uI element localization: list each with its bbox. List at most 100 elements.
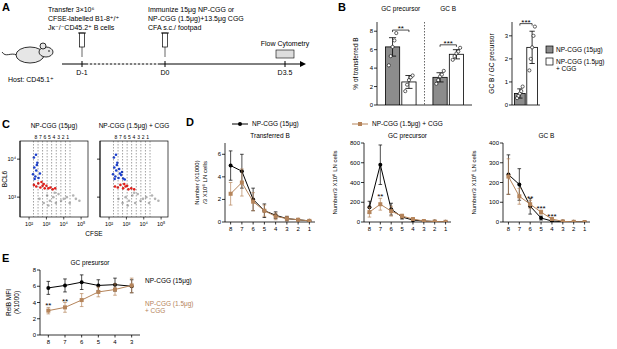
y-tick xyxy=(222,222,225,223)
data-point xyxy=(35,154,38,157)
x-tick-label: 7 xyxy=(379,226,383,232)
data-point xyxy=(393,39,396,42)
x-tick xyxy=(309,222,310,225)
marker xyxy=(240,181,244,185)
figure: Transfer 3×10⁶CFSE-labelled B1-8⁺/⁺Jκ⁻/⁻… xyxy=(0,0,617,349)
x-tick-label: 5 xyxy=(539,226,543,232)
data-point xyxy=(35,185,38,188)
mouse-tail xyxy=(2,52,17,55)
error-bar xyxy=(229,183,233,206)
marker xyxy=(96,290,100,294)
error-bar xyxy=(274,213,278,220)
data-point xyxy=(391,45,394,48)
gate-label: 7 xyxy=(119,134,122,140)
data-point xyxy=(404,90,407,93)
gate-line xyxy=(145,141,146,217)
x-tick-label: 10³ xyxy=(122,221,130,227)
y-tick xyxy=(509,105,512,106)
x-axis-label: CFSE xyxy=(85,230,103,237)
x-tick xyxy=(230,222,231,225)
y-tick xyxy=(37,318,40,319)
data-point xyxy=(151,194,154,197)
x-tick-label: 10⁵ xyxy=(157,221,165,227)
marker xyxy=(411,218,415,222)
y-tick-label: 4 xyxy=(370,65,374,71)
data-point xyxy=(405,83,408,86)
y-tick-label: 2 xyxy=(33,316,37,322)
y-axis-label: RelB MFI xyxy=(5,289,12,316)
x-tick xyxy=(143,217,144,220)
error-bar xyxy=(240,169,244,196)
data-point xyxy=(52,196,55,199)
y-tick xyxy=(17,159,20,160)
data-point xyxy=(33,156,36,159)
text-line: + CGG xyxy=(556,65,576,72)
y-tick xyxy=(37,270,40,271)
x-tick xyxy=(412,222,413,225)
data-point xyxy=(116,164,119,167)
marker xyxy=(229,192,233,196)
marker xyxy=(130,283,134,287)
x-tick xyxy=(391,222,392,225)
syringe-needle xyxy=(82,47,83,57)
y-tick-label: 400 xyxy=(350,180,361,186)
data-point xyxy=(442,69,445,72)
x-tick-label: 3 xyxy=(285,226,289,232)
error-bar xyxy=(113,284,117,295)
x-tick xyxy=(551,222,552,225)
error-bar xyxy=(518,169,522,201)
x-tick xyxy=(65,335,66,338)
data-point xyxy=(532,34,535,37)
gate-line xyxy=(131,141,132,217)
panel-label: D xyxy=(186,116,194,128)
line xyxy=(48,285,131,310)
x-tick-label: 8 xyxy=(368,226,372,232)
y-tick-label: 2 xyxy=(505,56,509,62)
marker xyxy=(367,210,371,214)
y-axis-label: BCL6 xyxy=(1,170,8,187)
error-bar xyxy=(517,89,522,98)
marker xyxy=(262,209,266,213)
data-point xyxy=(124,196,127,199)
x-tick-label: 10² xyxy=(105,221,113,227)
error-bar xyxy=(80,294,84,307)
y-tick-label: 0 xyxy=(357,219,361,225)
data-point xyxy=(154,198,157,201)
gate-line xyxy=(56,141,57,217)
marker xyxy=(389,209,393,213)
timeline-arrow xyxy=(300,61,306,67)
data-point xyxy=(32,173,35,176)
data-point xyxy=(457,50,460,53)
error-bar xyxy=(539,216,543,220)
significance: ** xyxy=(398,24,404,33)
error-bar xyxy=(518,188,522,204)
syringe-plunger xyxy=(161,33,169,34)
title: GC precursor xyxy=(388,132,428,140)
data-point xyxy=(451,58,454,61)
error-bar xyxy=(80,275,84,290)
x-tick-label: 6 xyxy=(529,226,533,232)
y-tick xyxy=(361,222,364,223)
x-tick-label: 1 xyxy=(583,226,587,232)
syringe xyxy=(80,33,85,47)
marker xyxy=(561,220,565,222)
x-tick xyxy=(584,222,585,225)
marker xyxy=(539,216,543,220)
x-tick xyxy=(369,222,370,225)
x-tick-label: 8 xyxy=(47,339,51,345)
gate-line xyxy=(122,141,123,217)
x-tick xyxy=(81,335,82,338)
day-label: D0 xyxy=(161,69,170,76)
x-tick-label: 5 xyxy=(97,339,101,345)
marks xyxy=(367,145,447,222)
x-tick-label: 5 xyxy=(400,226,404,232)
marks xyxy=(229,151,312,222)
significance: *** xyxy=(521,18,530,27)
error-bar xyxy=(389,206,393,216)
error-bar xyxy=(296,219,300,221)
y-axis xyxy=(100,141,101,217)
title: GC B xyxy=(539,132,555,139)
marker xyxy=(251,200,255,204)
data-point xyxy=(435,82,438,85)
y-tick xyxy=(509,58,512,59)
